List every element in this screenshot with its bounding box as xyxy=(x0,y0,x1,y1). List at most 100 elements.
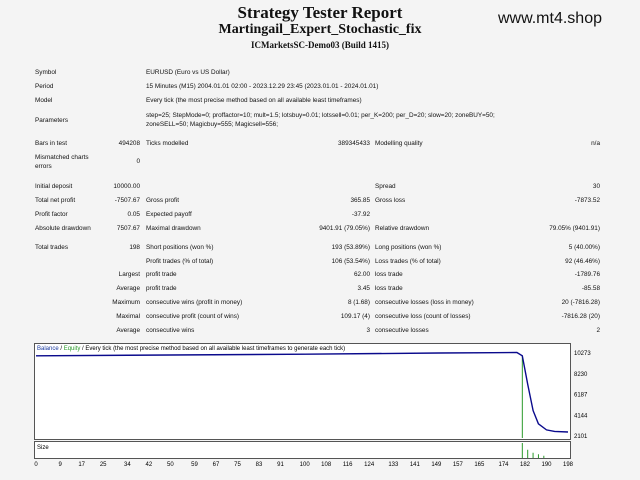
expected-payoff-label: Expected payoff xyxy=(146,211,192,218)
maximal-loss-label: consecutive loss (count of losses) xyxy=(375,313,471,320)
rel-drawdown-label: Relative drawdown xyxy=(375,225,429,232)
y-tick-label: 8230 xyxy=(574,372,588,378)
x-tick-label: 59 xyxy=(191,462,198,468)
avg-consec-losses-value: 2 xyxy=(596,327,600,334)
abs-drawdown-value: 7507.67 xyxy=(116,225,140,232)
x-tick-label: 174 xyxy=(499,462,510,468)
ticks-label: Ticks modelled xyxy=(146,140,189,147)
x-tick-label: 9 xyxy=(59,462,63,468)
profit-trades-label: Profit trades (% of total) xyxy=(146,258,214,265)
x-tick-label: 182 xyxy=(520,462,531,468)
x-tick-label: 157 xyxy=(453,462,464,468)
loss-trades-label: Loss trades (% of total) xyxy=(375,258,441,265)
mismatch-label-2: errors xyxy=(35,163,52,170)
avg-consec-wins-label: consecutive wins xyxy=(146,327,195,334)
bars-label: Bars in test xyxy=(35,140,67,147)
x-tick-label: 50 xyxy=(167,462,174,468)
symbol-label: Symbol xyxy=(35,69,57,76)
short-positions-label: Short positions (won %) xyxy=(146,244,214,251)
deposit-value: 10000.00 xyxy=(113,183,140,190)
x-tick-label: 190 xyxy=(541,462,552,468)
mismatch-label-1: Mismatched charts xyxy=(35,154,89,161)
quality-label: Modelling quality xyxy=(375,140,423,147)
params-line-2: zoneSELL=50; Magicbuy=555; Magicsell=556… xyxy=(146,121,278,128)
long-positions-label: Long positions (won %) xyxy=(375,244,442,251)
legend-equity: Equity xyxy=(64,346,81,352)
average-label: Average xyxy=(116,285,140,292)
legend-separator: / xyxy=(59,346,64,352)
y-tick-label: 10273 xyxy=(574,351,591,357)
x-tick-label: 75 xyxy=(234,462,241,468)
avg-consec-wins-value: 3 xyxy=(366,327,370,334)
net-profit-label: Total net profit xyxy=(35,197,76,204)
x-tick-label: 0 xyxy=(34,462,38,468)
x-tick-label: 91 xyxy=(277,462,284,468)
profit-trades-value: 106 (53.54%) xyxy=(331,258,370,265)
x-tick-label: 124 xyxy=(364,462,375,468)
average-loss-value: -85.58 xyxy=(581,285,600,292)
expected-payoff-value: -37.92 xyxy=(351,211,370,218)
gross-profit-label: Gross profit xyxy=(146,197,180,204)
x-tick-label: 100 xyxy=(300,462,311,468)
ticks-value: 389345433 xyxy=(338,140,370,147)
max-consec-losses-label: consecutive losses (loss in money) xyxy=(375,299,474,306)
size-plot-frame xyxy=(34,441,571,459)
abs-drawdown-label: Absolute drawdown xyxy=(35,225,91,232)
balance-line xyxy=(35,351,569,433)
gross-profit-value: 365.85 xyxy=(350,197,370,204)
x-tick-label: 83 xyxy=(256,462,263,468)
profit-factor-label: Profit factor xyxy=(35,211,68,218)
maximal-label: Maximal xyxy=(116,313,140,320)
x-tick-label: 141 xyxy=(410,462,421,468)
max-consec-wins-value: 8 (1.68) xyxy=(347,299,370,306)
maximum-label: Maximum xyxy=(112,299,140,306)
server-build: ICMarketsSC-Demo03 (Build 1415) xyxy=(251,40,389,50)
max-consec-wins-label: consecutive wins (profit in money) xyxy=(146,299,243,306)
period-value: 15 Minutes (M15) 2004.01.01 02:00 - 2023… xyxy=(146,83,379,90)
site-watermark: www.mt4.shop xyxy=(497,10,602,27)
spread-value: 30 xyxy=(592,183,600,190)
deposit-label: Initial deposit xyxy=(35,183,73,190)
model-label: Model xyxy=(35,97,53,104)
chart-legend: Balance / Equity / Every tick (the most … xyxy=(37,346,345,352)
legend-description: / Every tick (the most precise method ba… xyxy=(80,346,345,352)
y-tick-label: 2101 xyxy=(574,434,588,440)
gross-loss-label: Gross loss xyxy=(375,197,406,204)
model-value: Every tick (the most precise method base… xyxy=(146,97,362,104)
max-consec-losses-value: 20 (-7816.28) xyxy=(561,299,600,306)
max-drawdown-value: 9401.91 (79.05%) xyxy=(319,225,370,232)
params-line-1: step=25; StepMode=0; proffactor=10; mult… xyxy=(146,112,495,119)
rel-drawdown-value: 79.05% (9401.91) xyxy=(549,225,600,232)
bars-value: 494208 xyxy=(118,140,140,147)
maximal-profit-value: 109.17 (4) xyxy=(340,313,370,320)
main-plot-frame xyxy=(34,343,571,440)
legend-balance: Balance xyxy=(37,346,59,352)
x-tick-label: 149 xyxy=(431,462,442,468)
average-label-2: Average xyxy=(116,327,140,334)
maximal-profit-label: consecutive profit (count of wins) xyxy=(146,313,240,320)
symbol-value: EURUSD (Euro vs US Dollar) xyxy=(146,69,230,76)
short-positions-value: 193 (53.89%) xyxy=(331,244,370,251)
avg-consec-losses-label: consecutive losses xyxy=(375,327,429,334)
balance-chart: Balance / Equity / Every tick (the most … xyxy=(34,343,591,468)
profit-factor-value: 0.05 xyxy=(127,211,140,218)
params-label: Parameters xyxy=(35,117,69,124)
size-bars xyxy=(521,443,545,458)
y-axis-ticks: 10273 8230 6187 4144 2101 xyxy=(574,351,591,440)
max-drawdown-label: Maximal drawdown xyxy=(146,225,201,232)
expert-name: Martingail_Expert_Stochastic_fix xyxy=(218,22,422,37)
x-tick-label: 133 xyxy=(388,462,399,468)
maximal-loss-value: -7816.28 (20) xyxy=(561,313,600,320)
mismatch-value: 0 xyxy=(136,158,140,165)
size-label: Size xyxy=(37,445,49,451)
quality-value: n/a xyxy=(591,140,600,147)
y-tick-label: 6187 xyxy=(574,393,588,399)
gross-loss-value: -7873.52 xyxy=(574,197,600,204)
net-profit-value: -7507.67 xyxy=(114,197,140,204)
largest-loss-value: -1789.76 xyxy=(574,271,600,278)
long-positions-value: 5 (40.00%) xyxy=(568,244,600,251)
loss-trades-value: 92 (46.46%) xyxy=(565,258,600,265)
average-profit-value: 3.45 xyxy=(357,285,370,292)
y-tick-label: 4144 xyxy=(574,413,588,419)
